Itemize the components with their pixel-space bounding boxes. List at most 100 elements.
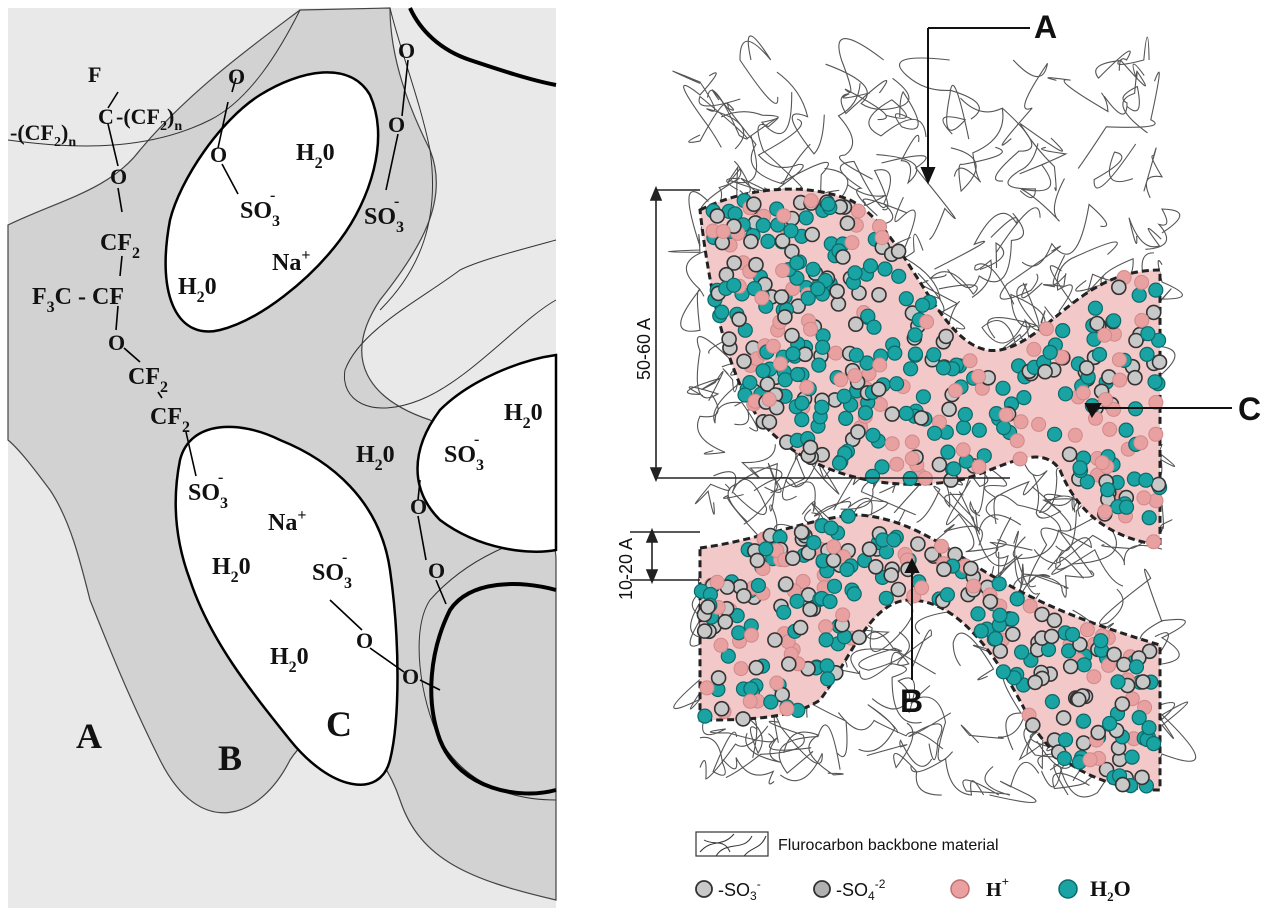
proton — [1134, 274, 1150, 290]
so3-charge: - — [394, 193, 399, 210]
sulfonate-group — [721, 331, 737, 347]
backbone-fiber — [1128, 217, 1162, 248]
label-na: Na+ — [268, 507, 306, 536]
backbone-fiber — [898, 57, 980, 120]
h2o-a: H — [296, 140, 315, 166]
so3-charge: - — [218, 469, 223, 486]
water-molecule — [840, 508, 856, 524]
proton — [904, 451, 920, 466]
sulfonate-group — [835, 249, 851, 265]
water-molecule — [1079, 474, 1095, 490]
water-molecule — [878, 590, 894, 606]
backbone-fiber — [945, 480, 1007, 553]
sulfonate-group — [931, 456, 948, 473]
water-molecule — [750, 577, 767, 594]
water-molecule — [902, 361, 919, 377]
contour-line — [343, 239, 557, 409]
sulfonate-group — [792, 619, 809, 636]
backbone-fiber — [688, 336, 732, 399]
water-molecule — [1093, 633, 1109, 649]
water-molecule — [785, 346, 801, 362]
label-o: O — [402, 664, 419, 689]
backbone-fiber — [950, 146, 1003, 193]
sulfonate-group — [913, 410, 930, 426]
water-molecule — [789, 366, 806, 383]
backbone-fiber — [1012, 486, 1072, 560]
label-a: A — [1034, 9, 1057, 45]
water-molecule — [887, 345, 903, 361]
water-molecule — [1046, 426, 1063, 442]
proton — [872, 357, 888, 373]
proton — [1098, 392, 1113, 408]
sulfonate-group — [717, 613, 734, 630]
sulfonate-group — [748, 659, 765, 676]
water-molecule — [783, 223, 799, 239]
backbone-fiber — [908, 712, 952, 761]
na-charge: + — [301, 247, 310, 264]
label-f-top: F — [88, 62, 101, 87]
backbone-fiber — [971, 259, 1015, 305]
backbone-fiber — [1099, 568, 1163, 625]
pointer-a — [920, 27, 1030, 185]
label-o: O — [428, 558, 445, 583]
backbone-fiber — [960, 718, 1024, 744]
sulfonate-group — [793, 524, 810, 541]
legend-so3-marker — [695, 880, 713, 898]
water-molecule — [915, 389, 932, 405]
backbone-fiber — [894, 90, 919, 130]
label-o: O — [388, 112, 405, 137]
backbone-fiber — [1093, 143, 1137, 189]
label-na: Na+ — [272, 247, 310, 276]
water-molecule — [798, 210, 814, 226]
proton — [1102, 421, 1118, 437]
proton — [1012, 451, 1028, 467]
proton — [742, 693, 758, 709]
backbone-fiber — [837, 83, 873, 180]
backbone-fiber — [1019, 122, 1063, 192]
cf2-a: CF — [128, 364, 160, 390]
backbone-fiber — [1023, 569, 1095, 598]
sulfonate-group — [784, 550, 801, 567]
backbone-fiber — [1095, 50, 1131, 79]
label-b: B — [900, 683, 923, 719]
water-molecule — [1013, 644, 1030, 660]
backbone-fiber — [1013, 530, 1069, 589]
legend-h-a: H — [986, 879, 1002, 901]
sulfonate-group — [735, 588, 752, 604]
sulfonate-group — [773, 289, 790, 305]
proton — [998, 407, 1014, 423]
sulfonate-group — [784, 327, 800, 344]
backbone-fiber — [1007, 143, 1039, 199]
label-o: O — [398, 38, 415, 63]
h2o-tail: 0 — [531, 400, 543, 426]
backbone-fiber — [740, 712, 763, 758]
water-molecule — [822, 593, 838, 610]
backbone-fiber — [985, 434, 1048, 521]
proton — [1136, 490, 1152, 506]
cf2-sub: 2 — [132, 245, 140, 262]
water-molecule — [973, 623, 989, 639]
proton — [847, 368, 863, 384]
water-molecule — [1118, 499, 1135, 515]
proton — [761, 391, 777, 407]
h2o-tail: 0 — [383, 442, 395, 468]
proton — [772, 356, 788, 372]
sulfonate-group — [696, 623, 713, 639]
water-molecule — [907, 346, 924, 362]
water-molecule — [995, 380, 1011, 396]
legend-h2o-sub: 2 — [1107, 889, 1114, 904]
proton — [803, 321, 818, 337]
label-so3: SO3 - — [364, 193, 404, 236]
legend: Flurocarbon backbone material -SO3- -SO4… — [695, 831, 1131, 904]
water-molecule — [714, 304, 730, 320]
backbone-fiber — [858, 663, 922, 724]
sulfonate-group — [830, 296, 847, 312]
proton — [962, 353, 978, 369]
ionic-channel-lower — [698, 513, 1162, 792]
pointer-c — [1084, 403, 1232, 418]
sulfonate-group — [1043, 628, 1060, 645]
sulfonate-group — [924, 546, 940, 563]
label-cf2: CF2 — [128, 364, 168, 396]
proton — [715, 224, 731, 239]
sulfonate-group — [774, 233, 791, 249]
